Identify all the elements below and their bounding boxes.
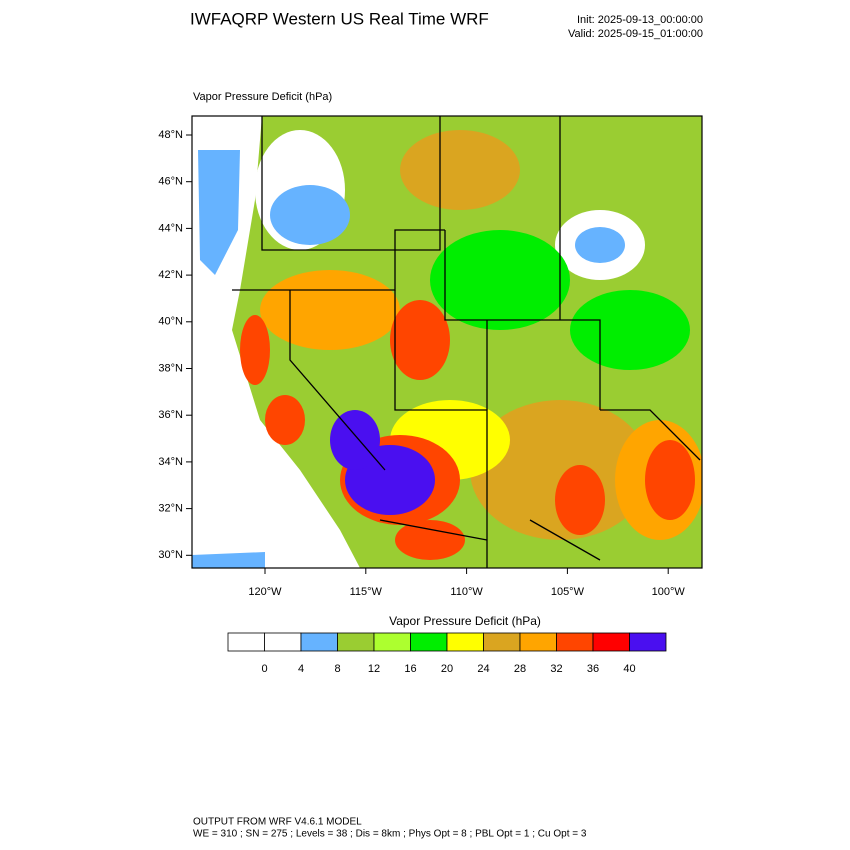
colorbar-title: Vapor Pressure Deficit (hPa) xyxy=(389,614,541,628)
lat-tick-label: 32°N xyxy=(158,503,183,515)
lat-tick-label: 38°N xyxy=(158,362,183,374)
colorbar-label: 40 xyxy=(623,663,635,675)
colorbar-box xyxy=(264,632,302,652)
lon-tick-label: 105°W xyxy=(551,586,585,598)
colorbar-box xyxy=(373,632,411,652)
valid-time: Valid: 2025-09-15_01:00:00 xyxy=(568,28,703,40)
lat-tick-label: 36°N xyxy=(158,409,183,421)
colorbar-box xyxy=(483,632,521,652)
colorbar-label: 36 xyxy=(587,663,599,675)
lat-tick-label: 40°N xyxy=(158,316,183,328)
lon-tick-label: 115°W xyxy=(350,586,383,598)
lat-tick-label: 48°N xyxy=(158,129,183,141)
map-label: Vapor Pressure Deficit (hPa) xyxy=(193,91,332,103)
lat-tick-label: 46°N xyxy=(158,176,183,188)
colorbar-box xyxy=(592,632,630,652)
init-time: Init: 2025-09-13_00:00:00 xyxy=(577,14,703,26)
colorbar-label: 28 xyxy=(514,663,526,675)
vpd-field xyxy=(192,116,702,568)
lon-tick-label: 100°W xyxy=(652,586,686,598)
colorbar-label: 4 xyxy=(298,663,304,675)
lat-tick-label: 44°N xyxy=(158,222,183,234)
colorbar-box xyxy=(556,632,594,652)
colorbar-label: 8 xyxy=(334,663,340,675)
colorbar-box xyxy=(227,632,265,652)
lat-tick-label: 42°N xyxy=(158,269,183,281)
footer-line: OUTPUT FROM WRF V4.6.1 MODEL xyxy=(193,817,362,828)
colorbar-box xyxy=(629,632,667,652)
lon-tick-label: 120°W xyxy=(248,586,282,598)
colorbar-box xyxy=(337,632,375,652)
lat-tick-label: 34°N xyxy=(158,456,183,468)
colorbar-label: 24 xyxy=(477,663,489,675)
title: IWFAQRP Western US Real Time WRF xyxy=(190,9,489,28)
lat-tick-label: 30°N xyxy=(158,549,183,561)
lon-tick-label: 110°W xyxy=(450,586,483,598)
colorbar-label: 0 xyxy=(261,663,267,675)
map-frame xyxy=(191,115,703,569)
colorbar-box xyxy=(300,632,338,652)
colorbar-label: 32 xyxy=(550,663,562,675)
colorbar-box xyxy=(446,632,484,652)
colorbar-box xyxy=(519,632,557,652)
footer-line: WE = 310 ; SN = 275 ; Levels = 38 ; Dis … xyxy=(193,829,587,840)
colorbar-label: 20 xyxy=(441,663,453,675)
colorbar-box xyxy=(410,632,448,652)
colorbar-label: 12 xyxy=(368,663,380,675)
colorbar-label: 16 xyxy=(404,663,416,675)
